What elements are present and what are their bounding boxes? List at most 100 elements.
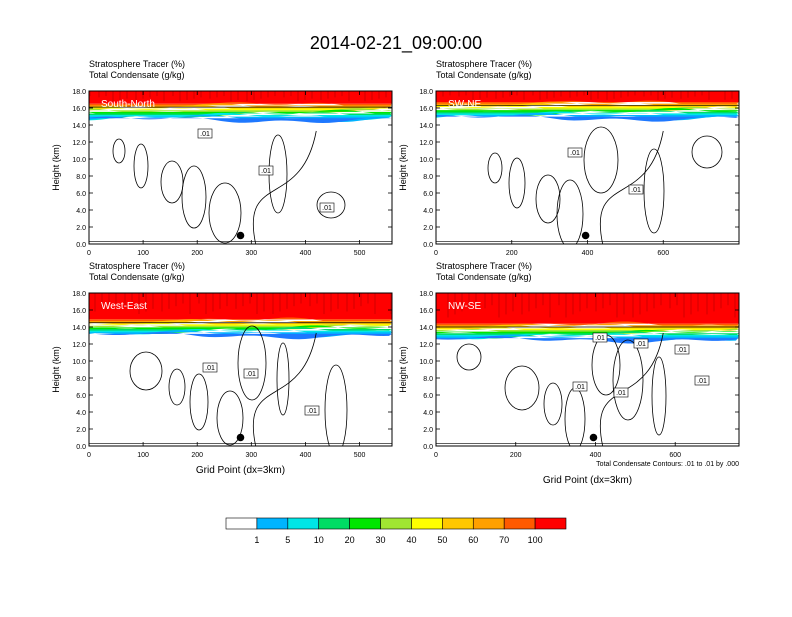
panel-west-east: .01 .01 .01 West-East Stratosphere Tracer (%… [51,261,393,476]
colorbar-label: 70 [499,535,509,545]
tracer-streak [495,91,497,99]
tracer-streak [676,293,678,306]
left-title-condensate: Total Condensate (g/kg) [89,272,185,282]
colorbar-label: 20 [345,535,355,545]
tracer-streak [346,293,348,312]
tracer-streak [360,293,362,307]
contour-label: .01 [595,335,605,342]
tracer-streak [590,91,592,100]
tracer-streak [242,293,244,307]
left-title-condensate: Total Condensate (g/kg) [436,70,532,80]
tracer-streak [348,91,350,102]
tracer-streak [138,293,140,315]
tracer-streak [569,91,571,98]
colorbar-label: 100 [528,535,543,545]
tracer-streak [323,293,325,315]
x-axis-label: Grid Point (dx=3km) [543,475,632,486]
condensate-contours [456,332,667,446]
tracer-streak [683,293,685,318]
y-tick-label: 8.0 [423,376,433,383]
y-tick-label: 12.0 [419,342,433,349]
tracer-streak [734,293,736,318]
y-tick-label: 10.0 [72,359,86,366]
tracer-streak [646,293,648,312]
tracer-streak [274,91,276,97]
tracer-streak [528,293,530,312]
panel-sw-ne: .01 .01 SW-NE Stratosphere Tracer (%)Total … [398,59,740,257]
tracer-streak [521,293,523,315]
contour-label: .01 [200,131,210,138]
tracer-streak [660,293,662,306]
y-tick-label: 16.0 [72,308,86,315]
y-tick-label: 8.0 [76,174,86,181]
tracer-streak [98,91,100,98]
colorbar-swatch [472,517,505,530]
y-tick-label: 4.0 [76,410,86,417]
x-tick-label: 500 [354,452,366,459]
condensate-contours [112,130,346,244]
y-tick-label: 6.0 [76,191,86,198]
condensate-contour [612,339,644,421]
tracer-streak [163,91,165,102]
x-tick-label: 600 [669,452,681,459]
tracer-streak [235,293,237,309]
tracer-streak [586,293,588,309]
condensate-contour [456,343,482,371]
tracer-streak [458,91,460,97]
location-marker [589,433,598,442]
tracer-streak [182,293,184,304]
tracer-streak [623,293,625,315]
tracer-streak [374,293,376,315]
x-axis-label: Grid Point (dx=3km) [196,465,285,476]
y-tick-label: 6.0 [76,393,86,400]
tracer-streak [558,293,560,306]
colorbar-swatch [442,517,474,530]
tracer-streak [371,91,373,100]
tracer-streak [89,91,91,97]
left-title-tracer: Stratosphere Tracer (%) [436,261,532,271]
colorbar-label: 30 [376,535,386,545]
y-tick-label: 2.0 [76,427,86,434]
contour-label: .01 [307,408,317,415]
tracer-streak [576,91,578,97]
condensate-contour [691,135,723,169]
tracer-streak [650,91,652,96]
tracer-streak [101,293,103,309]
tracer-streak [657,91,659,100]
tracer-streak [179,91,181,102]
tracer-streak [512,293,514,312]
contour-label-box [258,165,274,176]
tracer-streak [535,293,537,309]
panel-south-north: .01 .01 .01 South-North Stratosphere Tracer … [51,59,393,257]
tracer-streak [694,91,696,97]
tracer-streak [634,91,636,96]
left-title-tracer: Stratosphere Tracer (%) [89,59,185,69]
y-tick-label: 12.0 [72,140,86,147]
colorbar-swatch [534,517,567,530]
location-marker [236,433,245,442]
tracer-streak [316,293,318,304]
tracer-streak [304,91,306,100]
x-tick-label: 0 [87,452,91,459]
tracer-streak [606,91,608,100]
tracer-streak [468,293,470,309]
tracer-streak [320,91,322,100]
tracer-streak [502,91,504,98]
y-tick-label: 0.0 [423,242,433,249]
y-tick-label: 14.0 [419,123,433,130]
tracer-streak [186,91,188,100]
condensate-contour [181,165,207,229]
tracer-streak [311,91,313,99]
tracer-streak [720,293,722,309]
tracer-streak [94,293,96,312]
condensate-contour [168,368,186,406]
tracer-field [436,293,739,446]
tracer-streak [687,91,689,98]
x-tick-label: 100 [137,452,149,459]
tracer-streak [442,91,444,97]
contour-label: .01 [697,378,707,385]
y-tick-label: 0.0 [76,444,86,451]
tracer-streak [230,91,232,102]
tracer-streak [454,293,456,315]
colorbar-label: 5 [285,535,290,545]
